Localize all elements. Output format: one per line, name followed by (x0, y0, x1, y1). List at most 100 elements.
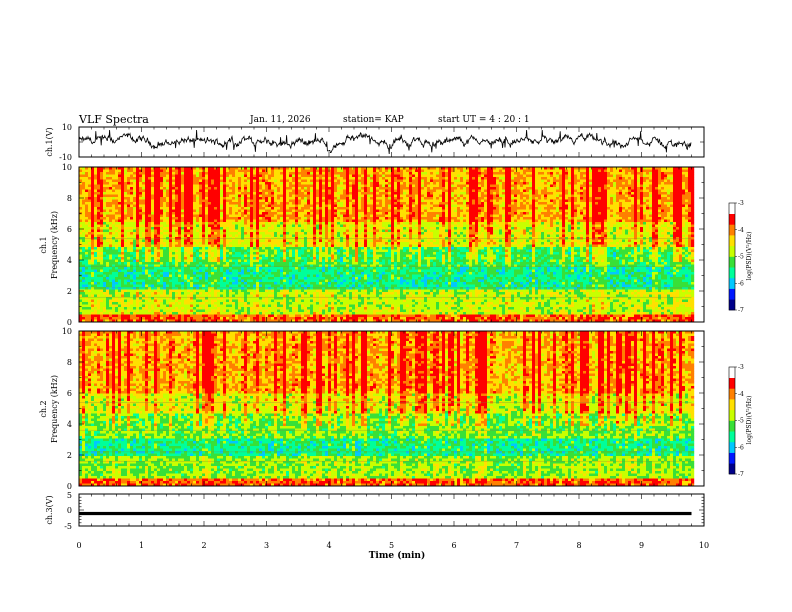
spectrogram-cell (508, 214, 512, 218)
spectrogram-cell (166, 214, 170, 218)
spectrogram-cell (232, 209, 236, 213)
spectrogram-cell (610, 222, 614, 225)
spectrogram-cell (358, 177, 362, 180)
spectrogram-cell (283, 217, 287, 220)
spectrogram-cell (184, 169, 188, 173)
spectrogram-cell (637, 197, 641, 200)
spectrogram-cell (574, 192, 578, 195)
spectrogram-cell (223, 202, 227, 205)
spectrogram-cell (337, 204, 341, 208)
spectrogram-cell (130, 214, 134, 218)
spectrogram-cell (208, 217, 212, 220)
spectrogram-cell (664, 192, 668, 195)
spectrogram-cell (532, 187, 536, 190)
spectrogram-cell (541, 192, 545, 195)
spectrogram-cell (196, 209, 200, 213)
spectrogram-cell (667, 189, 671, 193)
spectrogram-cell (226, 184, 230, 188)
spectrogram-cell (100, 167, 104, 170)
spectrogram-cell (91, 199, 95, 203)
spectrogram-cell (514, 167, 518, 170)
spectrogram-cell (517, 184, 521, 188)
spectrogram-cell (343, 179, 347, 183)
spectrogram-cell (262, 222, 266, 225)
spectrogram-cell (334, 207, 338, 210)
spectrogram-cell (601, 179, 605, 183)
spectrogram-cell (94, 192, 98, 195)
spectrogram-cell (418, 217, 422, 220)
spectrogram-cell (538, 214, 542, 218)
spectrogram-cell (337, 187, 341, 190)
spectrogram-cell (460, 212, 464, 215)
spectrogram-cell (106, 169, 110, 173)
spectrogram-cell (271, 179, 275, 183)
spectrogram-cell (238, 179, 242, 183)
spectrogram-cell (235, 219, 239, 223)
spectrogram-cell (112, 197, 116, 200)
spectrogram-cell (379, 167, 383, 170)
spectrogram-cell (649, 202, 653, 205)
spectrogram-cell (328, 189, 332, 193)
spectrogram-cell (409, 199, 413, 203)
spectrogram-cell (406, 172, 410, 175)
spectrogram-cell (331, 182, 335, 185)
spectrogram-cell (403, 202, 407, 205)
spectrogram-cell (241, 212, 245, 215)
spectrogram-cell (157, 212, 161, 215)
spectrogram-cell (424, 187, 428, 190)
spectrogram-cell (136, 182, 140, 185)
spectrogram-cell (325, 199, 329, 203)
spectrogram-cell (466, 207, 470, 210)
spectrogram-cell (478, 207, 482, 210)
spectrogram-cell (448, 199, 452, 203)
spectrogram-cell (601, 212, 605, 215)
spectrogram-cell (214, 197, 218, 200)
spectrogram-cell (472, 224, 476, 228)
spectrogram-cell (235, 214, 239, 218)
spectrogram-cell (538, 209, 542, 213)
spectrogram-cell (229, 207, 233, 210)
spectrogram-cell (451, 184, 455, 188)
spectrogram-cell (424, 167, 428, 170)
ch1-ytick-top: 10 (62, 123, 72, 132)
spectrogram-cell (592, 212, 596, 215)
spectrogram-cell (169, 177, 173, 180)
spectrogram-cell (280, 179, 284, 183)
spectrogram-cell (103, 214, 107, 218)
spectrogram-cell (547, 214, 551, 218)
spectrogram-cell (364, 219, 368, 223)
spectrogram-cell (430, 167, 434, 170)
spectrogram-cell (172, 197, 176, 200)
spectrogram-cell (157, 219, 161, 223)
spectrogram-cell (451, 202, 455, 205)
spectrogram-cell (214, 209, 218, 213)
spectrogram-cell (268, 177, 272, 180)
spectrogram-cell (193, 177, 197, 180)
spectrogram-cell (283, 194, 287, 198)
spectrogram-cell (529, 177, 533, 180)
spectrogram-cell (319, 174, 323, 178)
spectrogram-cell (592, 174, 596, 178)
spectrogram-cell (148, 217, 152, 220)
spectrogram-cell (463, 214, 467, 218)
spectrogram-cell (517, 192, 521, 195)
spectrogram-cell (496, 202, 500, 205)
spectrogram-cell (568, 189, 572, 193)
spectrogram-cell (676, 217, 680, 220)
spectrogram-cell (196, 204, 200, 208)
spectrogram-cell (82, 182, 86, 185)
spectrogram-cell (661, 202, 665, 205)
spectrogram-cell (574, 209, 578, 213)
spectrogram-cell (538, 199, 542, 203)
spectrogram-cell (640, 187, 644, 190)
spectrogram-cell (430, 202, 434, 205)
spectrogram-cell (688, 197, 692, 200)
spectrogram-cell (130, 199, 134, 203)
spectrogram-cell (505, 172, 509, 175)
spectrogram-cell (427, 177, 431, 180)
spectrogram-cell (121, 169, 125, 173)
spectrogram-cell (79, 167, 83, 170)
spectrogram-cell (391, 212, 395, 215)
spectrogram-cell (250, 184, 254, 188)
spectrogram-cell (124, 187, 128, 190)
